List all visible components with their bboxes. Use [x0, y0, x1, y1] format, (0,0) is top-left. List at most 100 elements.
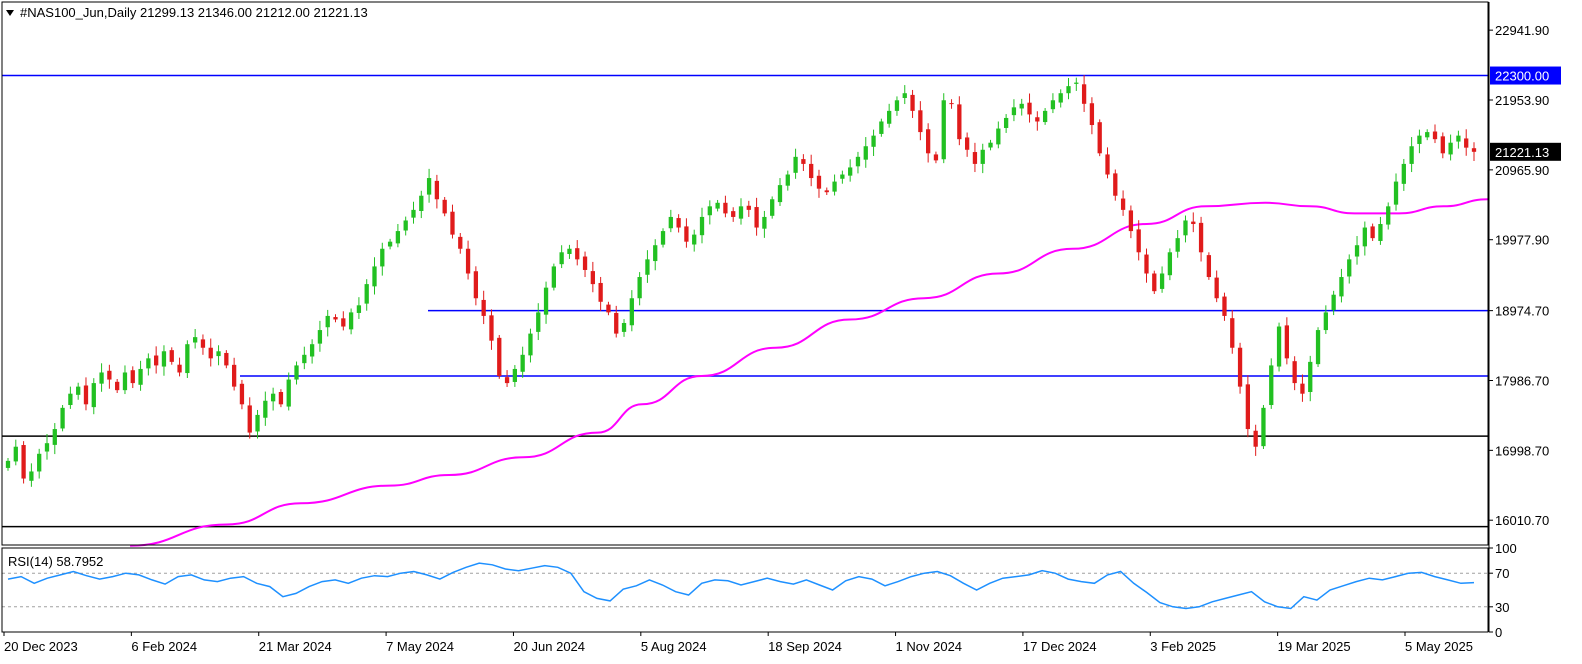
candle-body[interactable] — [1432, 131, 1438, 140]
candle-body[interactable] — [964, 137, 970, 150]
candle-body[interactable] — [855, 156, 861, 167]
candle-body[interactable] — [1152, 273, 1157, 292]
candle-body[interactable] — [567, 248, 572, 254]
candle-body[interactable] — [918, 110, 923, 133]
candle-body[interactable] — [216, 351, 221, 357]
candle-body[interactable] — [598, 282, 603, 302]
candle-body[interactable] — [1081, 84, 1087, 104]
candle-body[interactable] — [1027, 102, 1032, 115]
candle-body[interactable] — [1074, 82, 1079, 84]
candle-body[interactable] — [941, 100, 946, 160]
candle-body[interactable] — [645, 259, 650, 275]
chevron-down-icon[interactable] — [6, 10, 14, 16]
candle-body[interactable] — [692, 234, 697, 245]
candle-body[interactable] — [1214, 277, 1219, 299]
candle-body[interactable] — [1011, 107, 1017, 116]
candle-body[interactable] — [1269, 365, 1274, 406]
candle-body[interactable] — [801, 159, 806, 164]
candle-body[interactable] — [1167, 252, 1173, 276]
candle-body[interactable] — [356, 305, 362, 313]
candle-body[interactable] — [426, 178, 432, 195]
candle-body[interactable] — [832, 181, 837, 192]
candle-body[interactable] — [879, 121, 884, 134]
candle-body[interactable] — [972, 152, 978, 164]
candle-body[interactable] — [910, 94, 915, 111]
candle-body[interactable] — [1393, 181, 1399, 205]
candle-body[interactable] — [247, 405, 252, 433]
candle-body[interactable] — [660, 231, 666, 245]
candle-body[interactable] — [122, 372, 128, 391]
candle-body[interactable] — [161, 351, 167, 367]
candle-body[interactable] — [590, 271, 595, 285]
candle-body[interactable] — [684, 226, 689, 242]
candle-body[interactable] — [699, 216, 705, 236]
candle-body[interactable] — [1136, 229, 1141, 253]
candle-body[interactable] — [1292, 361, 1297, 384]
candle-body[interactable] — [1019, 103, 1024, 109]
candle-body[interactable] — [1159, 273, 1165, 289]
candle-body[interactable] — [1276, 326, 1282, 367]
candle-body[interactable] — [536, 312, 541, 332]
candle-body[interactable] — [1425, 132, 1430, 138]
candle-body[interactable] — [840, 174, 845, 179]
candle-body[interactable] — [411, 209, 416, 218]
candle-body[interactable] — [185, 344, 190, 374]
candle-body[interactable] — [1315, 330, 1321, 365]
candle-body[interactable] — [785, 174, 790, 186]
candle-body[interactable] — [996, 128, 1001, 145]
candle-body[interactable] — [809, 163, 814, 179]
candle-body[interactable] — [1261, 407, 1266, 447]
candle-body[interactable] — [559, 252, 564, 265]
candle-body[interactable] — [1347, 259, 1352, 277]
candle-body[interactable] — [309, 344, 315, 357]
candle-body[interactable] — [1120, 198, 1126, 210]
candle-body[interactable] — [224, 352, 229, 366]
candle-body[interactable] — [676, 218, 681, 228]
candle-body[interactable] — [1362, 227, 1367, 247]
candle-body[interactable] — [621, 322, 627, 332]
candle-body[interactable] — [5, 460, 11, 468]
candle-body[interactable] — [193, 337, 198, 343]
candle-body[interactable] — [177, 364, 182, 373]
candle-body[interactable] — [988, 142, 993, 148]
candle-body[interactable] — [723, 202, 728, 214]
candle-body[interactable] — [949, 103, 954, 105]
candle-body[interactable] — [1253, 430, 1258, 447]
candle-body[interactable] — [887, 110, 892, 124]
moving-average-line[interactable] — [130, 198, 1489, 547]
candle-body[interactable] — [528, 333, 533, 356]
candle-body[interactable] — [99, 372, 104, 384]
candle-body[interactable] — [497, 337, 502, 377]
candle-body[interactable] — [76, 386, 81, 395]
candle-body[interactable] — [107, 370, 112, 380]
candle-body[interactable] — [442, 199, 447, 214]
candle-body[interactable] — [848, 167, 853, 176]
candle-body[interactable] — [629, 298, 634, 326]
candle-body[interactable] — [68, 393, 73, 406]
candle-body[interactable] — [154, 355, 159, 366]
candle-body[interactable] — [512, 368, 518, 382]
candle-body[interactable] — [575, 248, 580, 260]
candle-body[interactable] — [863, 146, 868, 160]
candle-body[interactable] — [239, 383, 245, 405]
candle-body[interactable] — [777, 185, 783, 203]
candle-body[interactable] — [130, 370, 135, 384]
candle-body[interactable] — [52, 429, 57, 445]
candle-body[interactable] — [473, 271, 479, 299]
candle-body[interactable] — [653, 245, 658, 262]
candle-body[interactable] — [231, 364, 237, 387]
candle-body[interactable] — [1183, 220, 1188, 236]
candle-body[interactable] — [1175, 238, 1180, 252]
candle-body[interactable] — [208, 347, 213, 359]
candle-body[interactable] — [278, 391, 284, 405]
candle-body[interactable] — [1191, 221, 1196, 225]
candle-body[interactable] — [263, 400, 268, 418]
candle-body[interactable] — [1230, 318, 1235, 348]
candle-body[interactable] — [325, 315, 330, 328]
candle-body[interactable] — [489, 315, 494, 341]
candle-body[interactable] — [1378, 224, 1383, 241]
candle-body[interactable] — [957, 104, 962, 140]
candle-body[interactable] — [341, 318, 346, 327]
candle-body[interactable] — [138, 368, 143, 385]
candle-body[interactable] — [29, 471, 34, 481]
